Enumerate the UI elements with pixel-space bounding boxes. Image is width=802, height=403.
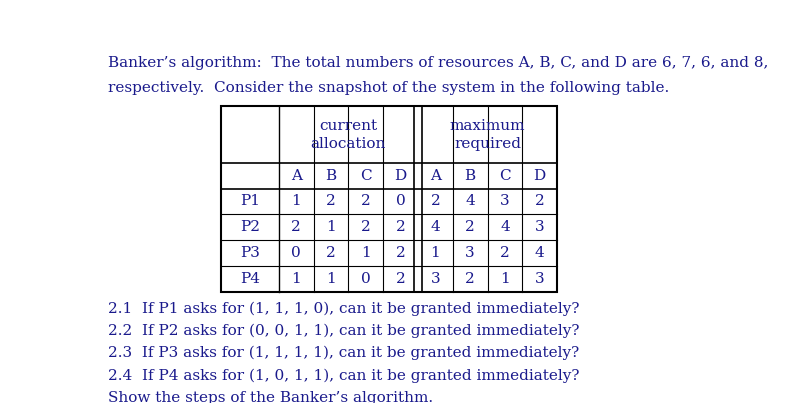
Text: 2: 2 xyxy=(465,272,475,286)
Text: 0: 0 xyxy=(291,246,301,260)
Text: 3: 3 xyxy=(535,272,545,286)
Text: 1: 1 xyxy=(500,272,510,286)
Text: 2: 2 xyxy=(395,220,405,234)
Text: Show the steps of the Banker’s algorithm.: Show the steps of the Banker’s algorithm… xyxy=(107,391,433,403)
Text: 2: 2 xyxy=(465,220,475,234)
Text: 2.1  If P1 asks for (1, 1, 1, 0), can it be granted immediately?: 2.1 If P1 asks for (1, 1, 1, 0), can it … xyxy=(107,301,579,316)
Text: 1: 1 xyxy=(291,194,301,208)
Text: 2: 2 xyxy=(431,194,440,208)
Text: 2: 2 xyxy=(361,194,371,208)
Text: 2.2  If P2 asks for (0, 0, 1, 1), can it be granted immediately?: 2.2 If P2 asks for (0, 0, 1, 1), can it … xyxy=(107,324,579,338)
Text: 4: 4 xyxy=(500,220,510,234)
Text: current: current xyxy=(319,119,378,133)
Text: 1: 1 xyxy=(431,246,440,260)
Text: 1: 1 xyxy=(291,272,301,286)
Text: respectively.  Consider the snapshot of the system in the following table.: respectively. Consider the snapshot of t… xyxy=(107,81,669,95)
Text: 2.3  If P3 asks for (1, 1, 1, 1), can it be granted immediately?: 2.3 If P3 asks for (1, 1, 1, 1), can it … xyxy=(107,346,579,360)
Text: 3: 3 xyxy=(431,272,440,286)
Text: 3: 3 xyxy=(535,220,545,234)
Text: 4: 4 xyxy=(465,194,475,208)
Text: D: D xyxy=(533,168,546,183)
Text: P4: P4 xyxy=(240,272,260,286)
Text: Banker’s algorithm:  The total numbers of resources A, B, C, and D are 6, 7, 6, : Banker’s algorithm: The total numbers of… xyxy=(107,56,768,70)
Text: A: A xyxy=(430,168,441,183)
Text: 1: 1 xyxy=(361,246,371,260)
Text: A: A xyxy=(290,168,302,183)
Text: P2: P2 xyxy=(240,220,260,234)
Text: P3: P3 xyxy=(240,246,260,260)
Text: 2: 2 xyxy=(291,220,301,234)
Text: 2: 2 xyxy=(535,194,545,208)
Text: B: B xyxy=(326,168,337,183)
Text: 3: 3 xyxy=(500,194,510,208)
Text: 4: 4 xyxy=(535,246,545,260)
Text: C: C xyxy=(360,168,371,183)
Text: 3: 3 xyxy=(465,246,475,260)
Text: 4: 4 xyxy=(431,220,440,234)
Text: B: B xyxy=(464,168,476,183)
Text: 2: 2 xyxy=(326,194,336,208)
Text: 1: 1 xyxy=(326,220,336,234)
Text: 0: 0 xyxy=(395,194,405,208)
Text: 2.4  If P4 asks for (1, 0, 1, 1), can it be granted immediately?: 2.4 If P4 asks for (1, 0, 1, 1), can it … xyxy=(107,368,579,383)
Text: 1: 1 xyxy=(326,272,336,286)
Text: 2: 2 xyxy=(395,246,405,260)
Text: required: required xyxy=(454,137,521,151)
Text: 0: 0 xyxy=(361,272,371,286)
Text: 2: 2 xyxy=(361,220,371,234)
Text: 2: 2 xyxy=(326,246,336,260)
Text: maximum: maximum xyxy=(450,119,525,133)
Text: 2: 2 xyxy=(395,272,405,286)
Text: allocation: allocation xyxy=(310,137,386,151)
Text: 2: 2 xyxy=(500,246,510,260)
Text: P1: P1 xyxy=(240,194,260,208)
Text: D: D xyxy=(395,168,407,183)
Text: C: C xyxy=(499,168,511,183)
